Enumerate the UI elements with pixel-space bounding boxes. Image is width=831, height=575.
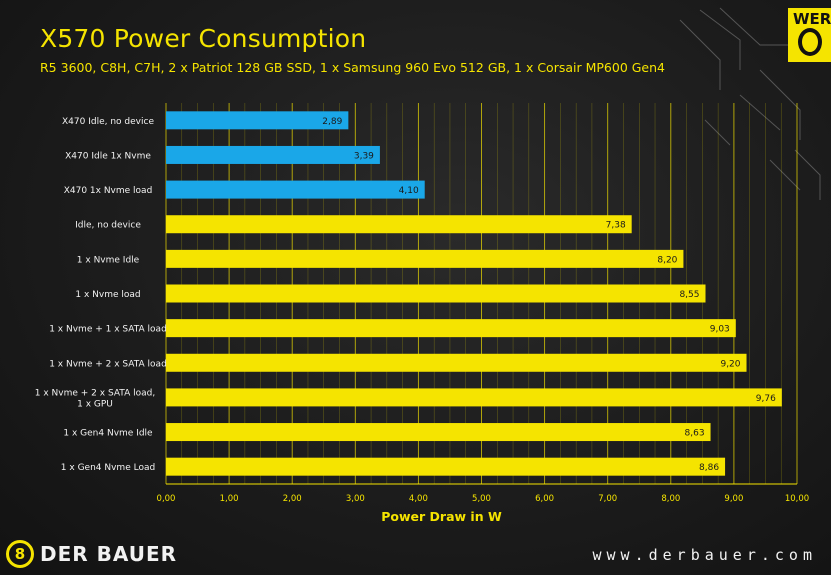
category-label: 1 x Nvme load [75,290,140,300]
x-tick-label: 10,00 [785,494,809,504]
bar [166,215,632,234]
bar [166,180,425,199]
category-label: 1 x Nvme + 1 x SATA load [49,325,167,335]
bar-value-label: 9,76 [756,394,776,404]
category-label: X470 Idle, no device [62,117,154,127]
bar-value-label: 8,55 [679,290,699,300]
bar [166,388,782,407]
bar-value-label: 9,20 [720,359,740,369]
bar [166,284,706,303]
category-label: Idle, no device [75,221,141,231]
bar-value-label: 4,10 [399,186,419,196]
bar-value-label: 8,63 [685,429,705,439]
bar-value-label: 7,38 [606,221,626,231]
x-tick-label: 8,00 [661,494,680,504]
corner-brand-badge: WER [788,8,831,62]
category-label: X470 Idle 1x Nvme [65,151,151,161]
bar [166,111,349,130]
bar [166,145,380,164]
x-tick-label: 6,00 [535,494,554,504]
x-tick-label: 7,00 [598,494,617,504]
chart-title: X570 Power Consumption [40,24,367,53]
logo-mark-icon: 8 [6,540,34,568]
bar [166,319,736,338]
x-tick-label: 3,00 [346,494,365,504]
chart-subtitle: R5 3600, C8H, C7H, 2 x Patriot 128 GB SS… [40,60,665,75]
der-bauer-logo: 8 DER BAUER [6,540,177,568]
website-url: www.derbauer.com [592,546,817,564]
bar-value-label: 3,39 [354,151,374,161]
category-label: X470 1x Nvme load [64,186,153,196]
x-tick-label: 0,00 [157,494,176,504]
bar-value-label: 9,03 [710,325,730,335]
x-tick-label: 4,00 [409,494,428,504]
corner-brand-icon [798,28,822,56]
category-label: 1 x Nvme + 2 x SATA load, 1 x GPU [35,388,155,409]
x-tick-label: 5,00 [472,494,491,504]
bar-value-label: 8,86 [699,463,719,473]
category-label: 1 x Nvme Idle [77,255,140,265]
x-axis-title: Power Draw in W [381,509,502,524]
category-label: 1 x Gen4 Nvme Load [61,463,155,473]
bar [166,457,726,476]
category-label: 1 x Nvme + 2 x SATA load [49,359,167,369]
bar [166,353,747,372]
bar-value-label: 8,20 [657,255,677,265]
x-tick-label: 2,00 [283,494,302,504]
x-tick-label: 1,00 [220,494,239,504]
logo-name: DER BAUER [40,542,178,566]
corner-brand-text: WER [793,10,831,28]
bar [166,249,684,268]
bar [166,423,711,442]
category-label: 1 x Gen4 Nvme Idle [63,429,153,439]
bar-value-label: 2,89 [322,117,342,127]
x-tick-label: 9,00 [724,494,743,504]
